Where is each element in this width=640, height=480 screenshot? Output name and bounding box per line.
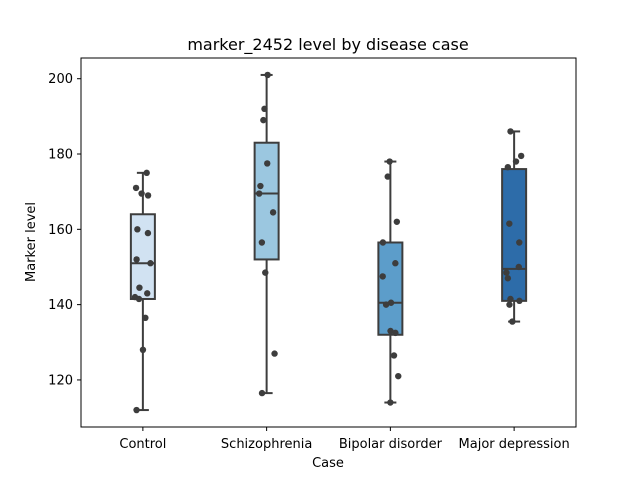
data-point	[390, 352, 398, 359]
points-group-2	[255, 71, 278, 397]
data-point	[264, 160, 271, 167]
iqr-box	[253, 141, 280, 261]
plot-area	[129, 71, 528, 414]
data-point	[517, 152, 525, 160]
data-point	[507, 128, 514, 135]
data-point	[506, 220, 513, 227]
data-point	[516, 239, 523, 246]
data-point	[142, 314, 149, 322]
data-point	[133, 406, 140, 414]
data-point	[136, 284, 143, 291]
data-point	[139, 346, 147, 354]
y-tick-label: 140	[48, 298, 73, 313]
data-point	[504, 163, 512, 171]
y-tick-label: 200	[48, 72, 73, 87]
x-tick-label: Schizophrenia	[221, 437, 312, 452]
data-point	[147, 260, 154, 267]
data-point	[387, 299, 395, 306]
data-point	[133, 256, 140, 263]
data-point	[144, 290, 151, 297]
points-group-4	[503, 128, 525, 325]
data-point	[506, 301, 513, 308]
data-point	[387, 327, 394, 335]
data-point	[512, 158, 520, 165]
x-tick-label: Major depression	[459, 437, 570, 452]
y-tick-label: 180	[48, 148, 73, 163]
data-point	[261, 105, 268, 113]
data-point	[260, 116, 267, 124]
iqr-box	[501, 168, 528, 302]
data-point	[134, 226, 141, 233]
data-point	[379, 239, 387, 246]
x-axis-label: Case	[312, 456, 344, 471]
data-point	[509, 318, 516, 325]
data-point	[271, 350, 278, 357]
data-point	[269, 209, 277, 216]
data-point	[138, 190, 145, 197]
points-group-3	[379, 158, 402, 406]
data-point	[135, 295, 143, 303]
box-group-3	[377, 160, 404, 404]
data-point	[257, 182, 264, 190]
data-point	[132, 184, 140, 192]
data-point	[387, 399, 394, 406]
data-point	[503, 269, 510, 276]
x-tick-label: Bipolar disorder	[339, 437, 443, 452]
data-point	[144, 229, 152, 237]
x-tick-label: Control	[119, 437, 166, 452]
box-group-4	[501, 130, 528, 323]
data-point	[393, 218, 401, 225]
data-point	[395, 372, 402, 380]
data-point	[258, 389, 266, 397]
chart-title: marker_2452 level by disease case	[187, 35, 468, 55]
data-point	[507, 295, 514, 303]
data-point	[504, 275, 512, 282]
y-tick-label: 160	[48, 223, 73, 238]
iqr-box	[129, 213, 156, 300]
data-point	[255, 190, 263, 197]
data-point	[516, 297, 523, 305]
box-group-2	[253, 73, 280, 395]
data-point	[264, 71, 271, 79]
points-group-1	[131, 169, 154, 414]
data-point	[379, 273, 386, 280]
data-point	[382, 301, 390, 308]
y-tick-label: 120	[48, 373, 73, 388]
axes: 120 140 160 180 200 Control Schizophrenia Bipol…	[48, 72, 570, 452]
data-point	[143, 169, 150, 177]
data-point	[515, 263, 522, 271]
data-point	[258, 239, 266, 246]
data-point	[262, 269, 269, 276]
data-point	[384, 173, 391, 180]
data-point	[392, 329, 399, 337]
iqr-box	[377, 241, 404, 336]
box-group-1	[129, 171, 156, 412]
data-point	[386, 158, 393, 165]
y-axis-label: Marker level	[24, 202, 39, 282]
plot-frame	[80, 57, 577, 428]
data-point	[144, 192, 152, 199]
data-point	[392, 260, 399, 267]
